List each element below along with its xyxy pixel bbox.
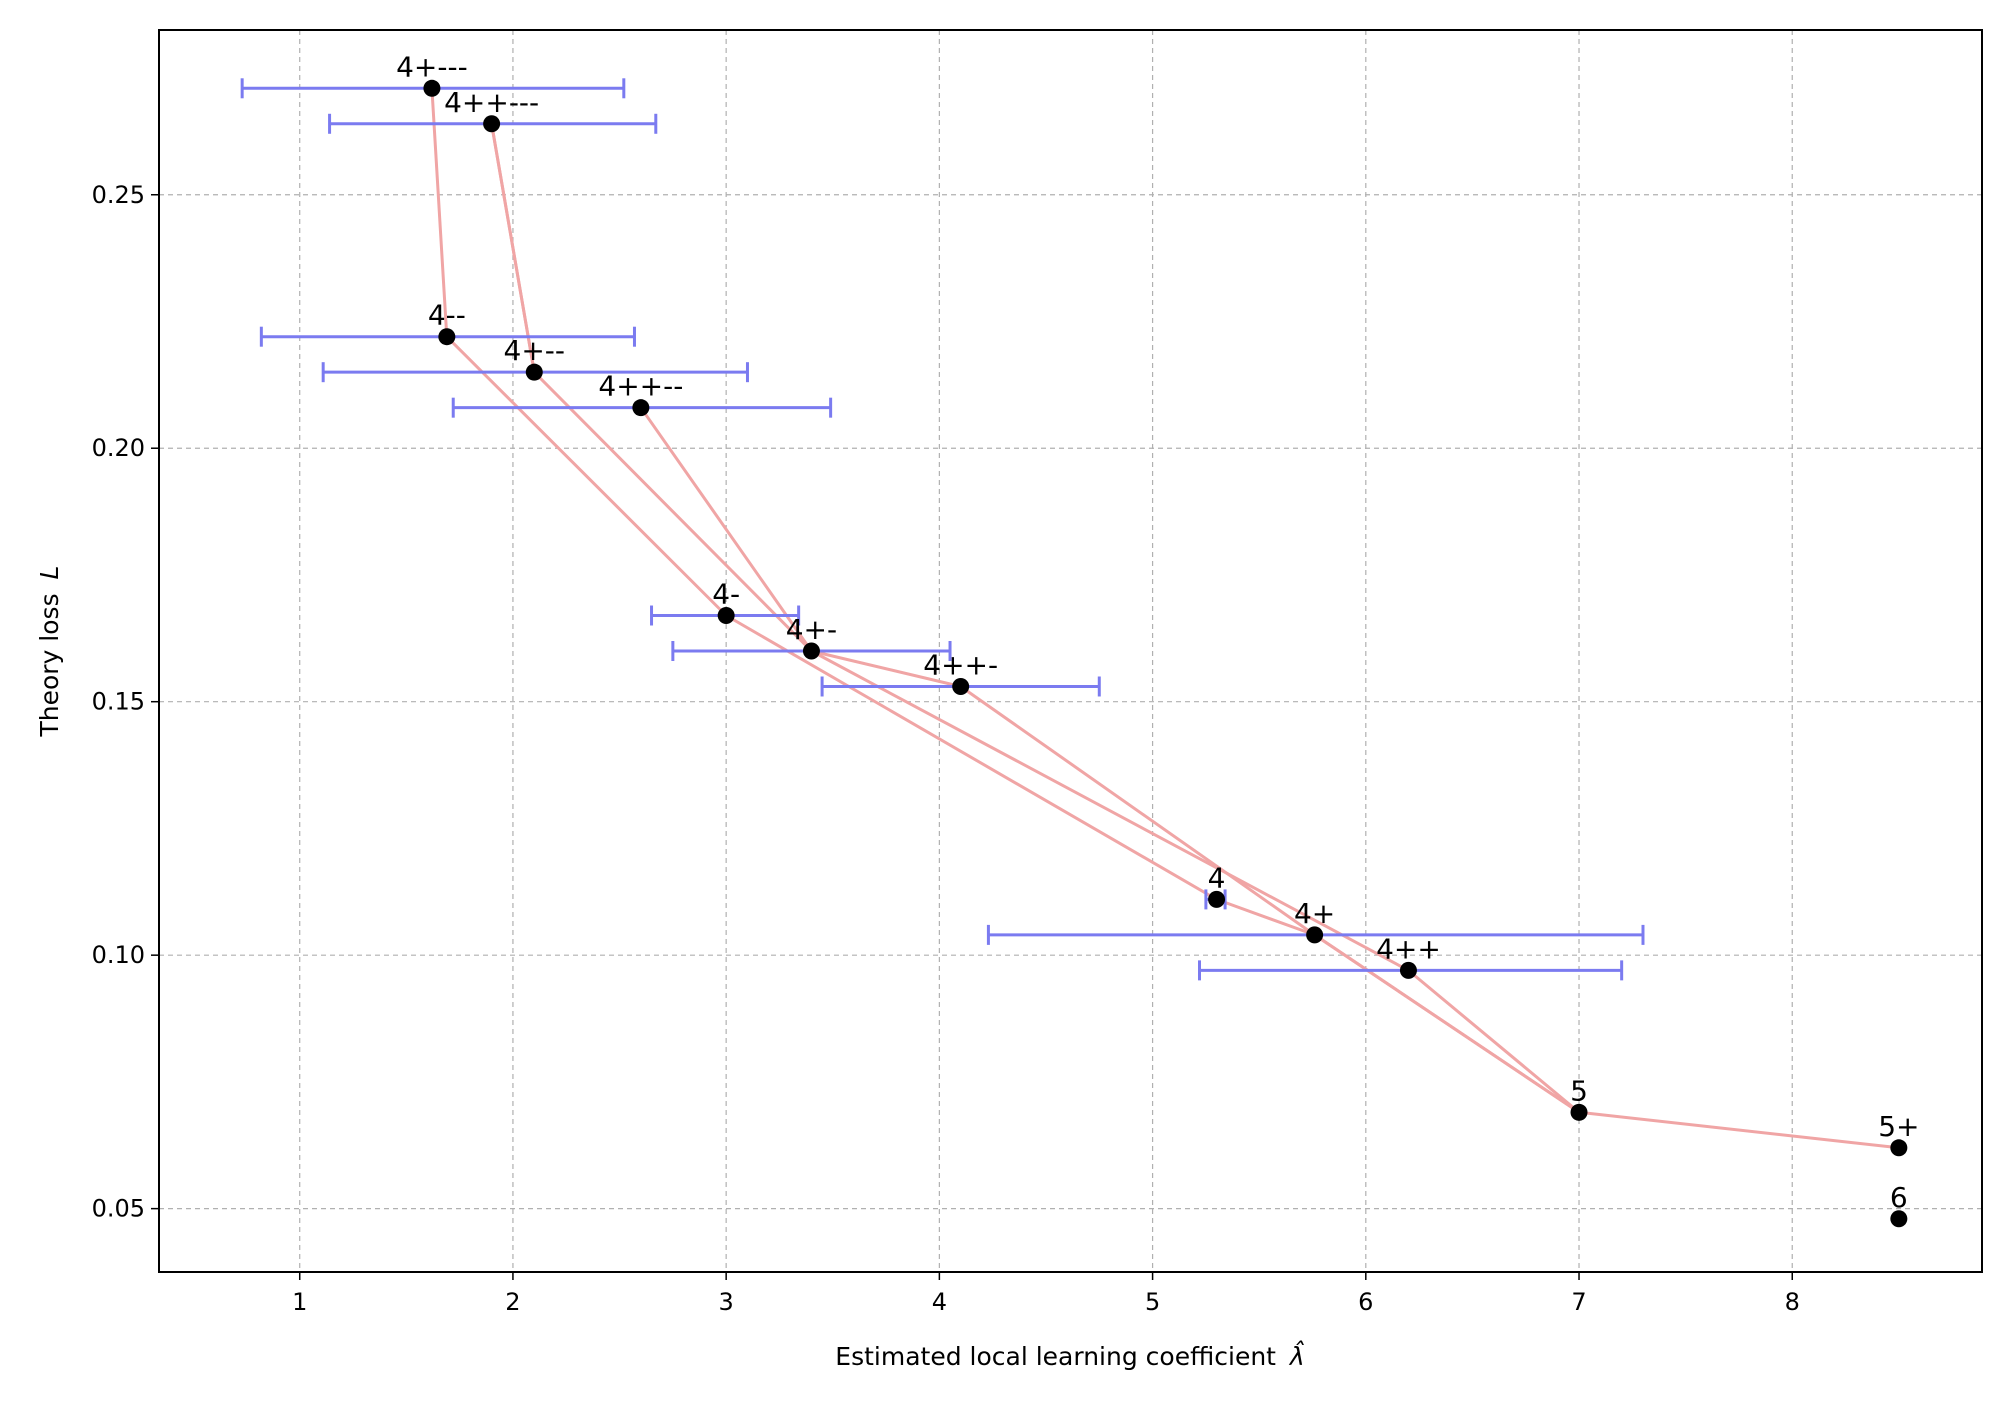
data-point (1306, 926, 1324, 944)
point-label: 6 (1890, 1181, 1908, 1214)
point-label: 4++--- (444, 86, 539, 119)
y-tick-label: 0.10 (92, 941, 145, 969)
x-axis-symbol: λ̂ (1288, 1340, 1305, 1371)
data-point (1208, 890, 1226, 908)
x-axis-label: Estimated local learning coefficient λ̂ (835, 1340, 1304, 1371)
trend-line-chain-mid (639, 406, 1580, 1114)
point-label: 4++-- (598, 370, 683, 403)
x-tick-label: 1 (292, 1288, 307, 1316)
y-tick-label: 0.25 (92, 181, 145, 209)
data-point (1570, 1103, 1588, 1121)
data-point (1890, 1139, 1908, 1157)
y-axis-symbol: L (35, 566, 64, 580)
point-label: 4-- (428, 299, 466, 332)
x-tick-label: 7 (1571, 1288, 1586, 1316)
data-point (717, 607, 735, 625)
x-tick-label: 3 (719, 1288, 734, 1316)
point-label: 4++ (1376, 932, 1441, 965)
data-point (423, 79, 441, 97)
x-tick-label: 4 (932, 1288, 947, 1316)
y-axis-label: Theory loss L (35, 566, 64, 738)
grid-layer (159, 30, 1982, 1272)
plot-frame (158, 29, 1983, 1273)
x-tick-label: 8 (1785, 1288, 1800, 1316)
x-tick-label: 6 (1358, 1288, 1373, 1316)
data-point (525, 363, 543, 381)
point-label: 4+- (786, 613, 837, 646)
trend-line-chain-plusplus-b (490, 123, 536, 373)
point-label: 4+--- (396, 50, 468, 83)
error-bars (240, 78, 1645, 981)
data-point (483, 115, 501, 133)
point-label: 4- (712, 578, 740, 611)
point-labels: 4+---4++--- 4-- 4+-- 4++-- 4- 4+- 4++- 4 4+ 4++ 5 5… (396, 50, 1919, 1213)
data-point (802, 642, 820, 660)
axis-ticks: 1 2 3 4 5 6 7 8 0.05 0.10 0.15 0.20 0.25 (92, 181, 1800, 1316)
point-label: 4+ (1294, 897, 1335, 930)
data-point (1890, 1210, 1908, 1228)
data-point (952, 677, 970, 695)
data-point (632, 399, 650, 417)
y-tick-label: 0.15 (92, 688, 145, 716)
point-label: 4 (1208, 861, 1226, 894)
y-tick-label: 0.20 (92, 434, 145, 462)
data-point (1399, 961, 1417, 979)
data-markers (423, 79, 1908, 1228)
point-label: 5+ (1878, 1110, 1919, 1143)
x-tick-label: 2 (505, 1288, 520, 1316)
y-tick-label: 0.05 (92, 1195, 145, 1223)
point-label: 4++- (923, 648, 998, 681)
point-label: 4+-- (504, 334, 565, 367)
x-tick-label: 5 (1145, 1288, 1160, 1316)
data-point (438, 328, 456, 346)
point-label: 5 (1570, 1074, 1588, 1107)
